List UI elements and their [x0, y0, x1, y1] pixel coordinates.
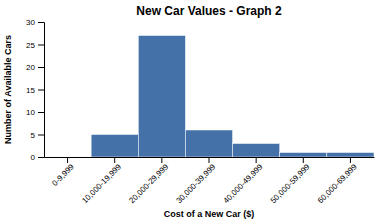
tick: 25 [26, 41, 44, 50]
tick: 30 [26, 18, 44, 27]
title: New Car Values - Graph 2 [136, 4, 282, 18]
bars [91, 36, 374, 158]
tick: 20,000-29,999 [127, 157, 170, 205]
y-axis-title: Number of Available Cars [3, 35, 13, 144]
tick-label: 10,000-19,999 [80, 162, 123, 205]
tick-label: 0-9,999 [50, 162, 76, 188]
tick-mark [209, 157, 210, 163]
tick: 5 [31, 131, 44, 140]
tick-label: 40,000-49,999 [222, 162, 265, 205]
tick: 0 [31, 153, 44, 162]
tick-label: 30 [26, 18, 35, 27]
tick-label: 30,000-39,999 [174, 162, 217, 205]
tick-label: 20,000-29,999 [127, 162, 170, 205]
tick-mark [67, 157, 68, 163]
tick-mark [38, 135, 44, 136]
tick-label: 15 [26, 86, 35, 95]
tick: 40,000-49,999 [222, 157, 265, 205]
tick-mark [256, 157, 257, 163]
tick-mark [38, 22, 44, 23]
tick: 0-9,999 [50, 157, 76, 188]
bar [327, 153, 374, 158]
bar [280, 153, 327, 158]
tick-mark [350, 157, 351, 163]
x-axis-title: Cost of a New Car ($) [164, 209, 255, 219]
tick-label: 0 [31, 153, 36, 162]
tick: 60,000-69,999 [316, 157, 359, 205]
tick: 50,000-59,999 [269, 157, 312, 205]
tick-label: 25 [26, 41, 35, 50]
tick-mark [303, 157, 304, 163]
tick-mark [38, 67, 44, 68]
tick-label: 20 [26, 63, 35, 72]
bar [233, 144, 280, 158]
tick-label: 10 [26, 108, 35, 117]
x-axis: 0-9,99910,000-19,99920,000-29,99930,000-… [45, 157, 375, 205]
bar [91, 135, 138, 158]
tick-mark [38, 157, 44, 158]
tick: 10,000-19,999 [80, 157, 123, 205]
tick-label: 60,000-69,999 [316, 162, 359, 205]
tick: 15 [26, 86, 44, 95]
bar [138, 36, 185, 158]
bar [185, 130, 232, 157]
bar [44, 157, 91, 158]
tick-mark [38, 90, 44, 91]
plot: 0-9,99910,000-19,99920,000-29,99930,000-… [26, 18, 374, 205]
axis-line [38, 23, 45, 158]
tick: 20 [26, 63, 44, 72]
tick: 10 [26, 108, 44, 117]
tick-mark [161, 157, 162, 163]
tick-mark [114, 157, 115, 163]
y-axis: 0 5 10 15 20 25 30 [26, 18, 44, 162]
tick-mark [38, 112, 44, 113]
chart: 0-9,99910,000-19,99920,000-29,99930,000-… [0, 0, 384, 221]
tick: 30,000-39,999 [174, 157, 217, 205]
tick-label: 50,000-59,999 [269, 162, 312, 205]
tick-mark [38, 45, 44, 46]
tick-label: 5 [31, 131, 36, 140]
